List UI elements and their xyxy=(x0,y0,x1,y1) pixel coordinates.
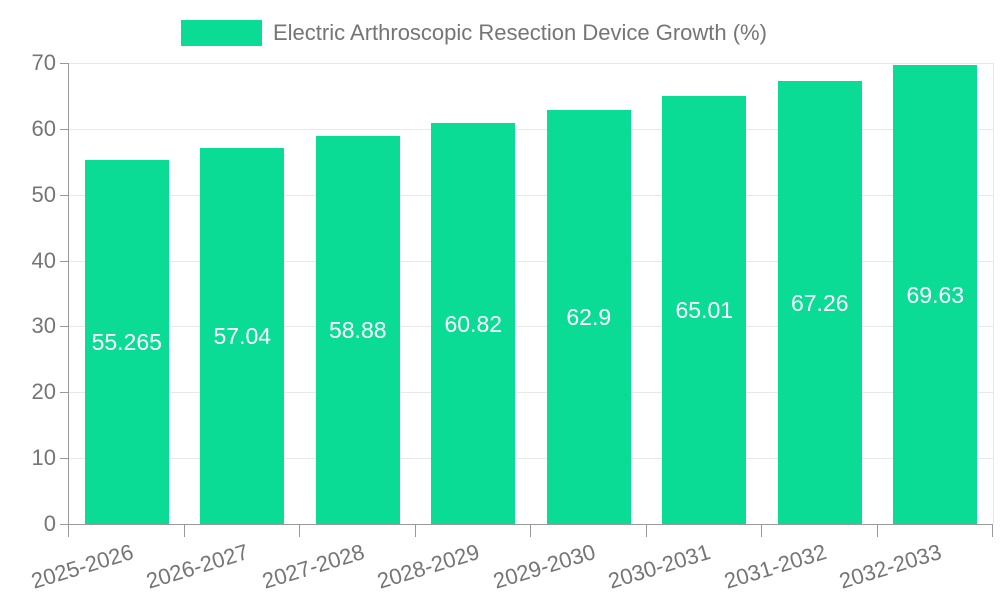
bar xyxy=(84,160,169,524)
bar-value-label: 55.265 xyxy=(91,329,162,356)
y-tick xyxy=(60,63,69,64)
x-axis-line xyxy=(69,524,993,525)
y-tick xyxy=(60,458,69,460)
x-tick-label: 2030-2031 xyxy=(605,539,714,594)
x-tick-label: 2032-2033 xyxy=(836,539,945,594)
y-tick xyxy=(60,392,69,394)
x-tick xyxy=(645,524,647,537)
y-tick-label: 70 xyxy=(31,50,56,75)
bar xyxy=(893,65,978,524)
x-tick-label: 2028-2029 xyxy=(374,539,483,594)
x-tick xyxy=(992,524,993,537)
legend-swatch xyxy=(181,20,262,46)
y-tick xyxy=(60,524,69,525)
plot-right-border xyxy=(993,63,994,524)
bar xyxy=(315,136,400,524)
x-tick-label: 2026-2027 xyxy=(143,539,252,594)
gridline xyxy=(69,326,993,328)
gridline xyxy=(69,392,993,394)
x-tick xyxy=(299,524,300,537)
bar-value-label: 67.26 xyxy=(790,289,849,316)
bar xyxy=(662,95,747,524)
y-axis-line xyxy=(68,63,69,537)
x-tick-label: 2027-2028 xyxy=(258,539,367,594)
x-tick xyxy=(68,524,69,537)
bar xyxy=(777,81,862,524)
x-tick xyxy=(761,524,762,537)
gridline xyxy=(69,458,993,460)
x-tick xyxy=(876,524,878,537)
y-tick xyxy=(60,194,69,196)
bar-value-label: 60.82 xyxy=(444,310,503,337)
gridline xyxy=(69,128,993,130)
bar xyxy=(200,148,285,524)
y-tick xyxy=(60,128,69,130)
gridline xyxy=(69,194,993,196)
bar xyxy=(431,123,516,524)
x-tick xyxy=(183,524,185,537)
y-tick-label: 30 xyxy=(31,313,56,339)
bar-value-label: 65.01 xyxy=(675,296,734,323)
legend: Electric Arthroscopic Resection Device G… xyxy=(181,20,767,46)
bar-value-label: 58.88 xyxy=(328,317,387,344)
y-tick-label: 60 xyxy=(31,115,56,141)
y-tick-label: 0 xyxy=(43,511,56,536)
legend-label: Electric Arthroscopic Resection Device G… xyxy=(273,20,767,45)
bar-value-label: 57.04 xyxy=(213,323,272,350)
x-tick-label: 2031-2032 xyxy=(720,539,829,594)
bar-value-label: 69.63 xyxy=(906,281,965,308)
y-tick-label: 20 xyxy=(31,379,56,405)
bar xyxy=(546,109,631,524)
x-tick xyxy=(530,524,531,537)
gridline xyxy=(69,260,993,262)
y-tick xyxy=(60,326,69,328)
bar-value-label: 62.9 xyxy=(566,303,612,330)
y-tick-label: 10 xyxy=(31,445,56,471)
gridline xyxy=(69,63,993,64)
x-tick-label: 2029-2030 xyxy=(489,539,598,594)
x-tick xyxy=(414,524,416,537)
y-tick xyxy=(60,260,69,262)
y-tick-label: 50 xyxy=(31,181,56,207)
x-tick-label: 2025-2026 xyxy=(27,539,136,594)
y-tick-label: 40 xyxy=(31,247,56,273)
